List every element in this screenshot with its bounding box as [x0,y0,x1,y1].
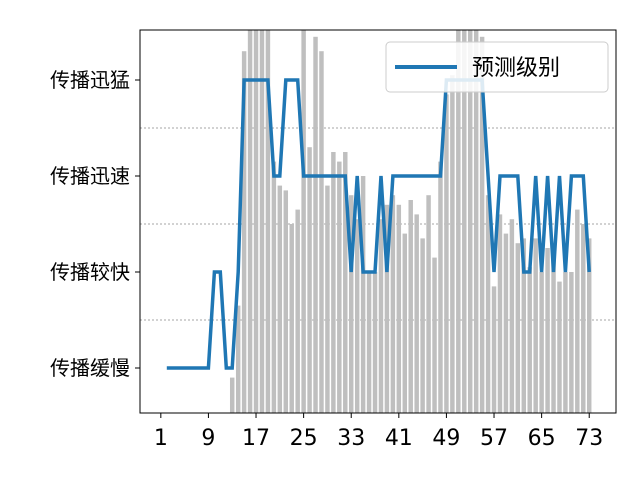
x-tick-label: 73 [575,426,603,451]
y-tick-label: 传播迅猛 [50,68,130,92]
bar [473,30,479,413]
bar [581,224,586,413]
bar [307,147,312,413]
bar [331,152,336,413]
bar [241,51,247,413]
bar [503,233,509,413]
bar [295,209,300,413]
bar [539,272,544,413]
legend-label: 预测级别 [472,56,560,81]
bar [569,272,574,413]
bar [438,161,443,413]
line-series [166,78,591,370]
bar [229,377,235,413]
bar [414,214,419,413]
bar [444,94,449,413]
bar [390,195,396,413]
bar [378,219,384,413]
x-tick-label: 25 [290,426,318,451]
bar [479,36,485,413]
bar [462,30,467,413]
bar [265,30,271,413]
bar [586,238,592,413]
bar [533,238,538,413]
bar [325,185,330,413]
bar [450,75,455,413]
bar [485,195,491,413]
bar [348,195,354,413]
bar [575,209,580,413]
bar [343,152,348,413]
bar [283,190,289,413]
bar [432,257,437,413]
legend-box [385,41,609,93]
y-tick-label: 传播缓慢 [50,356,130,380]
bar [509,219,515,413]
bar [313,36,318,413]
bar [402,233,408,413]
x-tick-label: 41 [385,426,413,451]
line-series-group [166,78,591,370]
bar [515,243,521,413]
bar [235,305,241,413]
bar [360,176,366,413]
bar [372,272,378,413]
bar [259,30,265,413]
bar [491,286,497,413]
bar [301,30,306,413]
bars-group [229,30,592,413]
y-tick-label: 传播较快 [50,260,130,284]
x-tick-label: 65 [528,426,556,451]
bar [521,238,527,413]
x-tick-label: 33 [337,426,365,451]
bar [551,243,556,413]
plot-frame [139,29,617,414]
x-axis: 1 9 17 25 33 41 49 57 65 73 [154,413,603,451]
bar [277,185,283,413]
bar [271,161,277,413]
legend: 预测级别 [385,41,609,93]
bar [337,161,342,413]
bar [420,238,425,413]
bar [247,30,253,413]
x-tick-label: 1 [154,426,168,451]
bar [384,204,390,413]
bar [456,30,461,413]
x-tick-label: 9 [201,426,215,451]
bar [426,195,431,413]
bar [396,204,402,413]
bar [408,200,413,413]
x-tick-label: 17 [242,426,270,451]
y-tick-label: 传播迅速 [50,164,130,188]
bar [366,272,372,413]
bar [497,214,503,413]
bar [563,272,568,413]
bar [527,267,532,413]
x-tick-label: 49 [432,426,460,451]
x-tick-label: 57 [480,426,508,451]
bar [319,51,324,413]
bar [557,281,562,413]
bar [354,219,360,413]
bar [289,224,294,413]
bar [467,30,473,413]
bar [253,30,259,413]
y-axis: 传播缓慢 传播较快 传播迅速 传播迅猛 [50,68,140,380]
bar [545,248,550,413]
